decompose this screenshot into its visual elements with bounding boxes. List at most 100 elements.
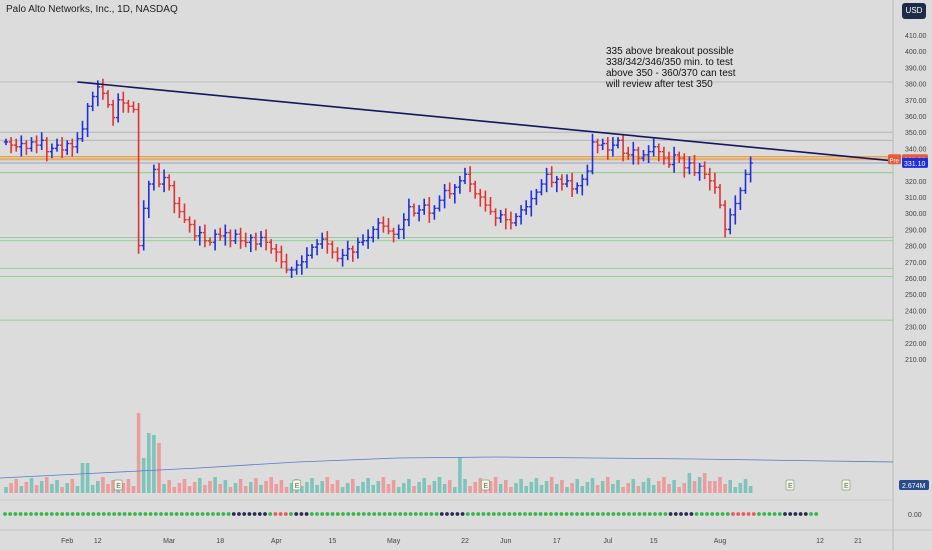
indicator-dot <box>283 512 288 516</box>
price-bar <box>712 172 718 194</box>
price-bar <box>590 133 595 175</box>
price-bar <box>381 216 386 233</box>
indicator-dot <box>471 512 475 516</box>
volume-bar <box>208 481 212 493</box>
indicator-dot <box>3 512 7 516</box>
indicator-dot <box>315 512 319 516</box>
price-bar <box>223 224 228 246</box>
indicator-dot <box>408 512 413 516</box>
volume-bar <box>172 487 177 493</box>
indicator-dot <box>434 512 439 516</box>
price-bar <box>626 146 631 160</box>
volume-bar <box>157 443 161 493</box>
volume-bar <box>743 479 748 493</box>
volume-bar <box>539 485 544 493</box>
indicator-dot <box>148 512 153 516</box>
volume-bar <box>514 483 518 493</box>
indicator-dot <box>476 512 481 516</box>
volume-bar <box>305 482 309 493</box>
price-bar <box>483 190 488 212</box>
price-bar <box>437 195 442 212</box>
volume-bar <box>621 487 625 493</box>
indicator-dot <box>517 512 522 516</box>
price-bar <box>722 200 728 238</box>
x-tick-label: 15 <box>329 538 337 545</box>
price-bar <box>151 164 157 191</box>
price-bar <box>355 237 361 259</box>
price-bar <box>325 231 330 254</box>
indicator-dot <box>231 512 236 516</box>
volume-bar <box>9 483 13 493</box>
volume-ma-line <box>0 456 894 479</box>
x-tick-label: 12 <box>94 538 102 545</box>
indicator-dot <box>304 512 309 516</box>
indicator-dot <box>13 512 18 516</box>
earnings-marker <box>481 479 490 491</box>
indicator-dot <box>564 512 569 516</box>
price-bar <box>748 156 753 183</box>
indicator-dot <box>507 512 512 516</box>
volume-bar <box>85 463 90 493</box>
volume-bar <box>345 483 350 493</box>
volume-bar <box>412 486 416 493</box>
indicator-dot <box>169 512 174 516</box>
volume-bar <box>611 484 615 493</box>
volume-bar <box>504 480 508 493</box>
price-bar <box>345 240 350 261</box>
price-bar <box>462 167 468 185</box>
price-bar <box>253 232 259 251</box>
price-tag-label: 331.10 <box>904 161 926 168</box>
price-bar <box>116 93 121 123</box>
volume-bar <box>141 458 146 493</box>
premarket-badge-label: Pre <box>890 158 900 164</box>
indicator-dot <box>185 512 189 516</box>
volume-bar <box>672 480 676 493</box>
indicator-dot <box>39 512 44 516</box>
currency-badge[interactable]: USD <box>902 3 926 19</box>
indicator-dot <box>783 512 787 516</box>
price-bar <box>309 243 315 259</box>
volume-bar <box>641 482 646 493</box>
volume-bar <box>96 481 100 493</box>
price-bar <box>177 197 182 219</box>
indicator-dot <box>257 512 262 516</box>
volume-bar <box>667 484 671 493</box>
price-bar <box>80 120 85 142</box>
volume-bar <box>662 477 666 493</box>
volume-bar <box>651 485 656 493</box>
volume-bar <box>55 480 59 493</box>
indicator-dot <box>23 512 28 516</box>
indicator-dot <box>793 512 798 516</box>
volume-bar <box>453 487 457 493</box>
price-bar <box>141 200 146 251</box>
volume-bar <box>182 479 187 493</box>
price-bar <box>350 245 355 262</box>
indicator-dot <box>528 512 533 516</box>
volume-bar <box>616 480 620 493</box>
volume-bar <box>519 479 523 493</box>
price-bar <box>360 234 366 246</box>
volume-bar <box>19 486 24 493</box>
price-bar <box>427 197 432 223</box>
price-bar <box>554 175 559 193</box>
volume-bar <box>478 478 483 493</box>
volume-bar <box>646 478 651 493</box>
indicator-dot <box>153 512 158 516</box>
indicator-dot <box>398 512 403 516</box>
indicator-dot <box>523 512 527 516</box>
price-bar <box>697 162 702 181</box>
price-bar <box>391 227 396 243</box>
price-bar <box>187 216 192 233</box>
y-tick-label: 250.00 <box>905 292 927 299</box>
indicator-dot <box>621 512 626 516</box>
indicator-dot <box>486 512 491 516</box>
price-bar <box>457 175 463 194</box>
volume-bar <box>131 486 136 493</box>
volume-bar <box>289 483 294 493</box>
volume-bar <box>371 485 375 493</box>
indicator-dot <box>65 512 70 516</box>
indicator-dot <box>216 512 221 516</box>
price-bar <box>146 180 151 219</box>
